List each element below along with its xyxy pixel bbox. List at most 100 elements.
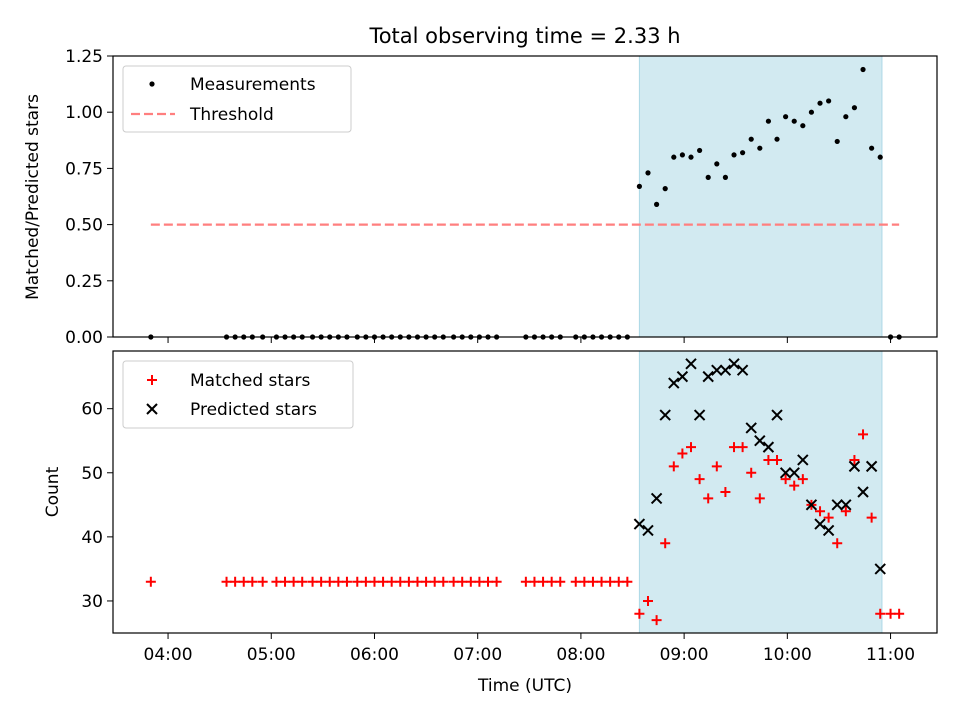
predicted-star-point [685, 358, 697, 370]
measurement-point [774, 136, 780, 142]
matched-star-point [605, 576, 616, 587]
bottom-x-tick-label: 08:00 [556, 645, 605, 665]
predicted-star-point [650, 492, 663, 505]
top-panel: 0.00 0.25 0.50 0.75 1.00 1.25 Matched/Predict… [23, 47, 938, 348]
predicted-star-point [857, 486, 869, 498]
matched-star-point [797, 474, 808, 485]
top-y-axis-label: Matched/Predicted stars [23, 94, 43, 300]
measurement-point [679, 152, 686, 158]
bottom-x-tick-label: 07:00 [453, 645, 502, 665]
matched-star-point [403, 576, 414, 587]
matched-star-point [780, 474, 791, 485]
matched-star-point [622, 576, 633, 587]
matched-star-point [694, 474, 705, 485]
bottom-shaded-band [638, 350, 883, 634]
matched-star-point [386, 576, 397, 587]
measurement-point [834, 138, 840, 145]
bottom-panel: 30 40 50 60 04:00 05:00 06:00 07:00 08:00 09:00 1… [43, 350, 938, 665]
matched-star-point [529, 576, 540, 587]
legend-measurements-label: Measurements [190, 75, 316, 95]
measurement-point [636, 183, 642, 189]
matched-star-point [587, 576, 598, 587]
matched-star-point [538, 576, 549, 587]
matched-star-point [596, 576, 607, 587]
measurement-point [757, 145, 763, 151]
bottom-legend-box [122, 360, 354, 429]
predicted-star-point [797, 454, 809, 466]
bottom-plot-frame [112, 350, 938, 634]
measurement-point [740, 150, 746, 156]
measurement-point [688, 154, 694, 160]
top-plot-frame [112, 55, 938, 338]
legend-threshold-label: Threshold [189, 105, 274, 125]
matched-star-point [686, 442, 697, 453]
matched-star-point [720, 487, 731, 497]
predicted-star-point [642, 524, 654, 537]
matched-star-point [474, 576, 485, 587]
matched-star-point [457, 576, 468, 587]
measurement-point [731, 152, 737, 158]
matched-star-point [754, 493, 765, 504]
measurement-point [671, 154, 677, 160]
x-axis-label: Time (UTC) [477, 676, 572, 696]
measurement-point [843, 114, 849, 120]
matched-star-point [668, 461, 679, 472]
legend-matched-marker [147, 375, 157, 385]
measurement-point [851, 105, 858, 111]
measurement-point [877, 154, 883, 160]
matched-star-point [746, 467, 757, 478]
top-y-tick-label: 0.75 [65, 159, 103, 179]
matched-star-point [257, 576, 268, 587]
matched-star-point [491, 576, 502, 587]
measurement-point [697, 147, 703, 154]
bottom-y-tick-label: 50 [81, 464, 103, 484]
matched-star-point [230, 576, 241, 587]
matched-star-point [378, 576, 389, 587]
legend-measurements-marker [149, 81, 155, 87]
top-x-ticks [167, 337, 892, 343]
top-legend: Measurements Threshold [122, 65, 352, 133]
matched-star-point [737, 442, 748, 453]
matched-star-point [660, 538, 671, 549]
matched-star-point [815, 506, 826, 517]
top-y-tick-label: 1.00 [65, 103, 103, 123]
matched-star-point [840, 506, 851, 517]
matched-star-point [341, 576, 352, 587]
predicted-star-point [676, 370, 689, 383]
matched-star-point [238, 576, 249, 587]
matched-star-point [271, 576, 282, 587]
measurement-point [817, 100, 823, 106]
bottom-x-axis: 04:00 05:00 06:00 07:00 08:00 09:00 10:00 11:00 [144, 633, 915, 665]
predicted-star-point [668, 377, 680, 389]
matched-star-point [145, 576, 156, 587]
matched-star-point [866, 512, 877, 523]
predicted-star-point [633, 518, 646, 530]
measurement-point [705, 174, 711, 180]
matched-star-point [221, 576, 232, 587]
measurement-point [826, 98, 832, 104]
legend-matched-label: Matched stars [190, 371, 310, 391]
bottom-x-tick-label: 05:00 [247, 645, 296, 665]
matched-star-point [763, 454, 774, 465]
matched-star-point [297, 576, 308, 587]
matched-star-point [789, 480, 800, 491]
bottom-y-tick-label: 40 [81, 528, 103, 548]
matched-star-point [613, 576, 624, 587]
bottom-x-tick-label: 06:00 [350, 645, 399, 665]
measurement-point [869, 145, 875, 151]
matched-star-point [352, 576, 363, 587]
legend-predicted-label: Predicted stars [190, 400, 317, 420]
matched-star-point [677, 448, 688, 459]
predicted-star-point [693, 409, 706, 421]
matched-star-point [570, 576, 581, 587]
matched-star-point [711, 461, 722, 472]
matched-star-point [832, 538, 843, 549]
matched-star-point [875, 608, 886, 619]
matched-star-point [579, 576, 590, 587]
legend-predicted-marker [146, 403, 158, 415]
matched-star-point [429, 576, 440, 587]
matched-star-point [546, 576, 557, 587]
bottom-y-tick-label: 30 [81, 592, 103, 612]
matched-star-point [333, 576, 344, 587]
matched-star-point [280, 576, 291, 587]
